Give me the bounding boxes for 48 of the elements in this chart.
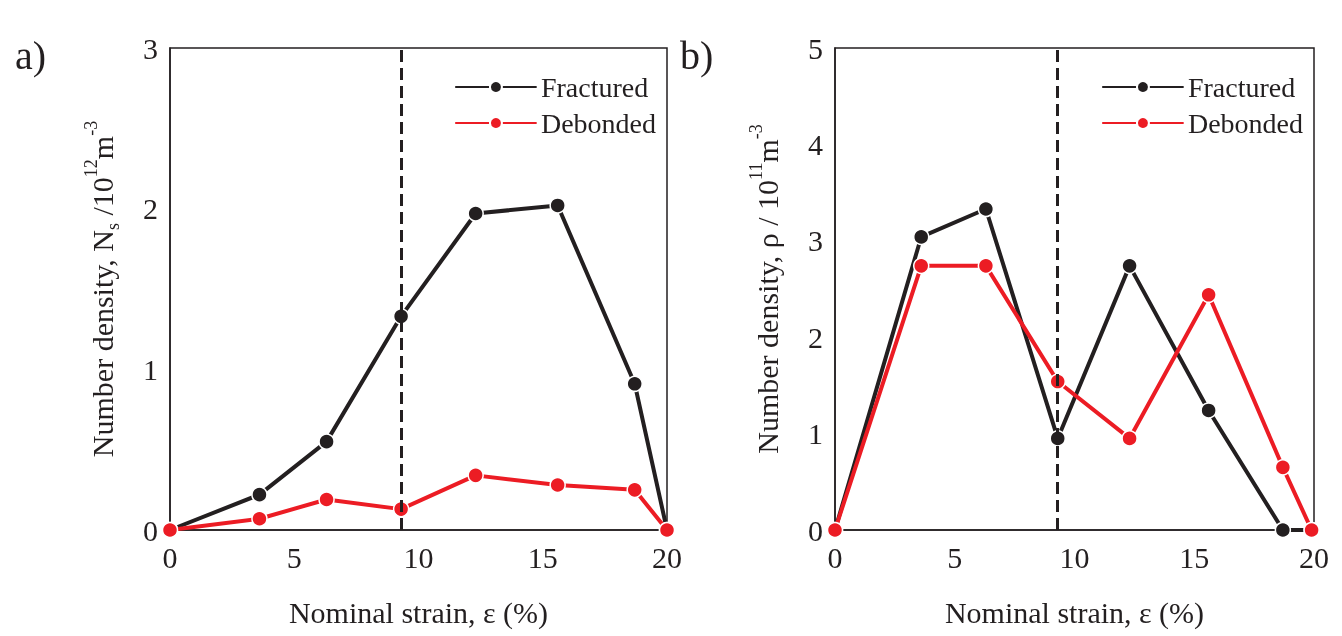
point <box>467 467 484 484</box>
point <box>318 491 335 508</box>
y-axis-title: Number density, ρ / 1011m-3 <box>746 124 784 454</box>
y-tick-label: 5 <box>808 31 823 65</box>
legend-label: Fractured <box>1187 71 1296 103</box>
y-tick-label: 2 <box>143 192 158 226</box>
point <box>977 200 995 218</box>
y-tick-label: 3 <box>808 224 823 258</box>
legend-label: Fractured <box>540 71 649 103</box>
point <box>1121 257 1138 275</box>
x-tick-label: 20 <box>652 540 682 574</box>
point <box>318 433 335 450</box>
y-tick-label: 4 <box>808 127 823 161</box>
point <box>1121 430 1138 447</box>
x-axis-title: Nominal strain, ε (%) <box>944 595 1205 630</box>
point <box>626 375 643 393</box>
y-tick-label: 1 <box>808 417 823 451</box>
point <box>251 510 268 527</box>
x-tick-label: 20 <box>1299 540 1329 574</box>
point <box>1200 402 1217 419</box>
point <box>467 205 484 222</box>
point <box>251 486 268 503</box>
y-tick-label: 2 <box>808 320 823 354</box>
point <box>549 197 566 214</box>
y-tick-label: 0 <box>808 513 823 547</box>
x-tick-label: 10 <box>403 540 434 574</box>
chart-title: b) <box>680 32 714 78</box>
x-axis-title: Nominal strain, ε (%) <box>288 595 549 630</box>
legend-label: Debonded <box>1187 107 1303 139</box>
x-tick-label: 10 <box>1059 540 1090 574</box>
point <box>549 476 566 494</box>
y-tick-label: 0 <box>143 513 158 547</box>
point <box>1274 521 1292 539</box>
x-tick-label: 5 <box>947 540 963 574</box>
legend-label: Debonded <box>540 107 656 139</box>
x-tick-label: 5 <box>286 540 302 574</box>
y-axis-title: Number density, Ns /1012m-3 <box>81 120 123 458</box>
x-tick-label: 15 <box>1179 540 1210 574</box>
y-tick-label: 1 <box>143 352 158 386</box>
point <box>912 257 930 275</box>
chart-title: a) <box>15 32 47 78</box>
point <box>977 257 995 275</box>
point <box>626 481 643 499</box>
point <box>912 228 930 246</box>
y-tick-label: 3 <box>143 31 158 65</box>
x-tick-label: 15 <box>527 540 558 574</box>
point <box>1274 459 1292 476</box>
point <box>1200 286 1217 304</box>
